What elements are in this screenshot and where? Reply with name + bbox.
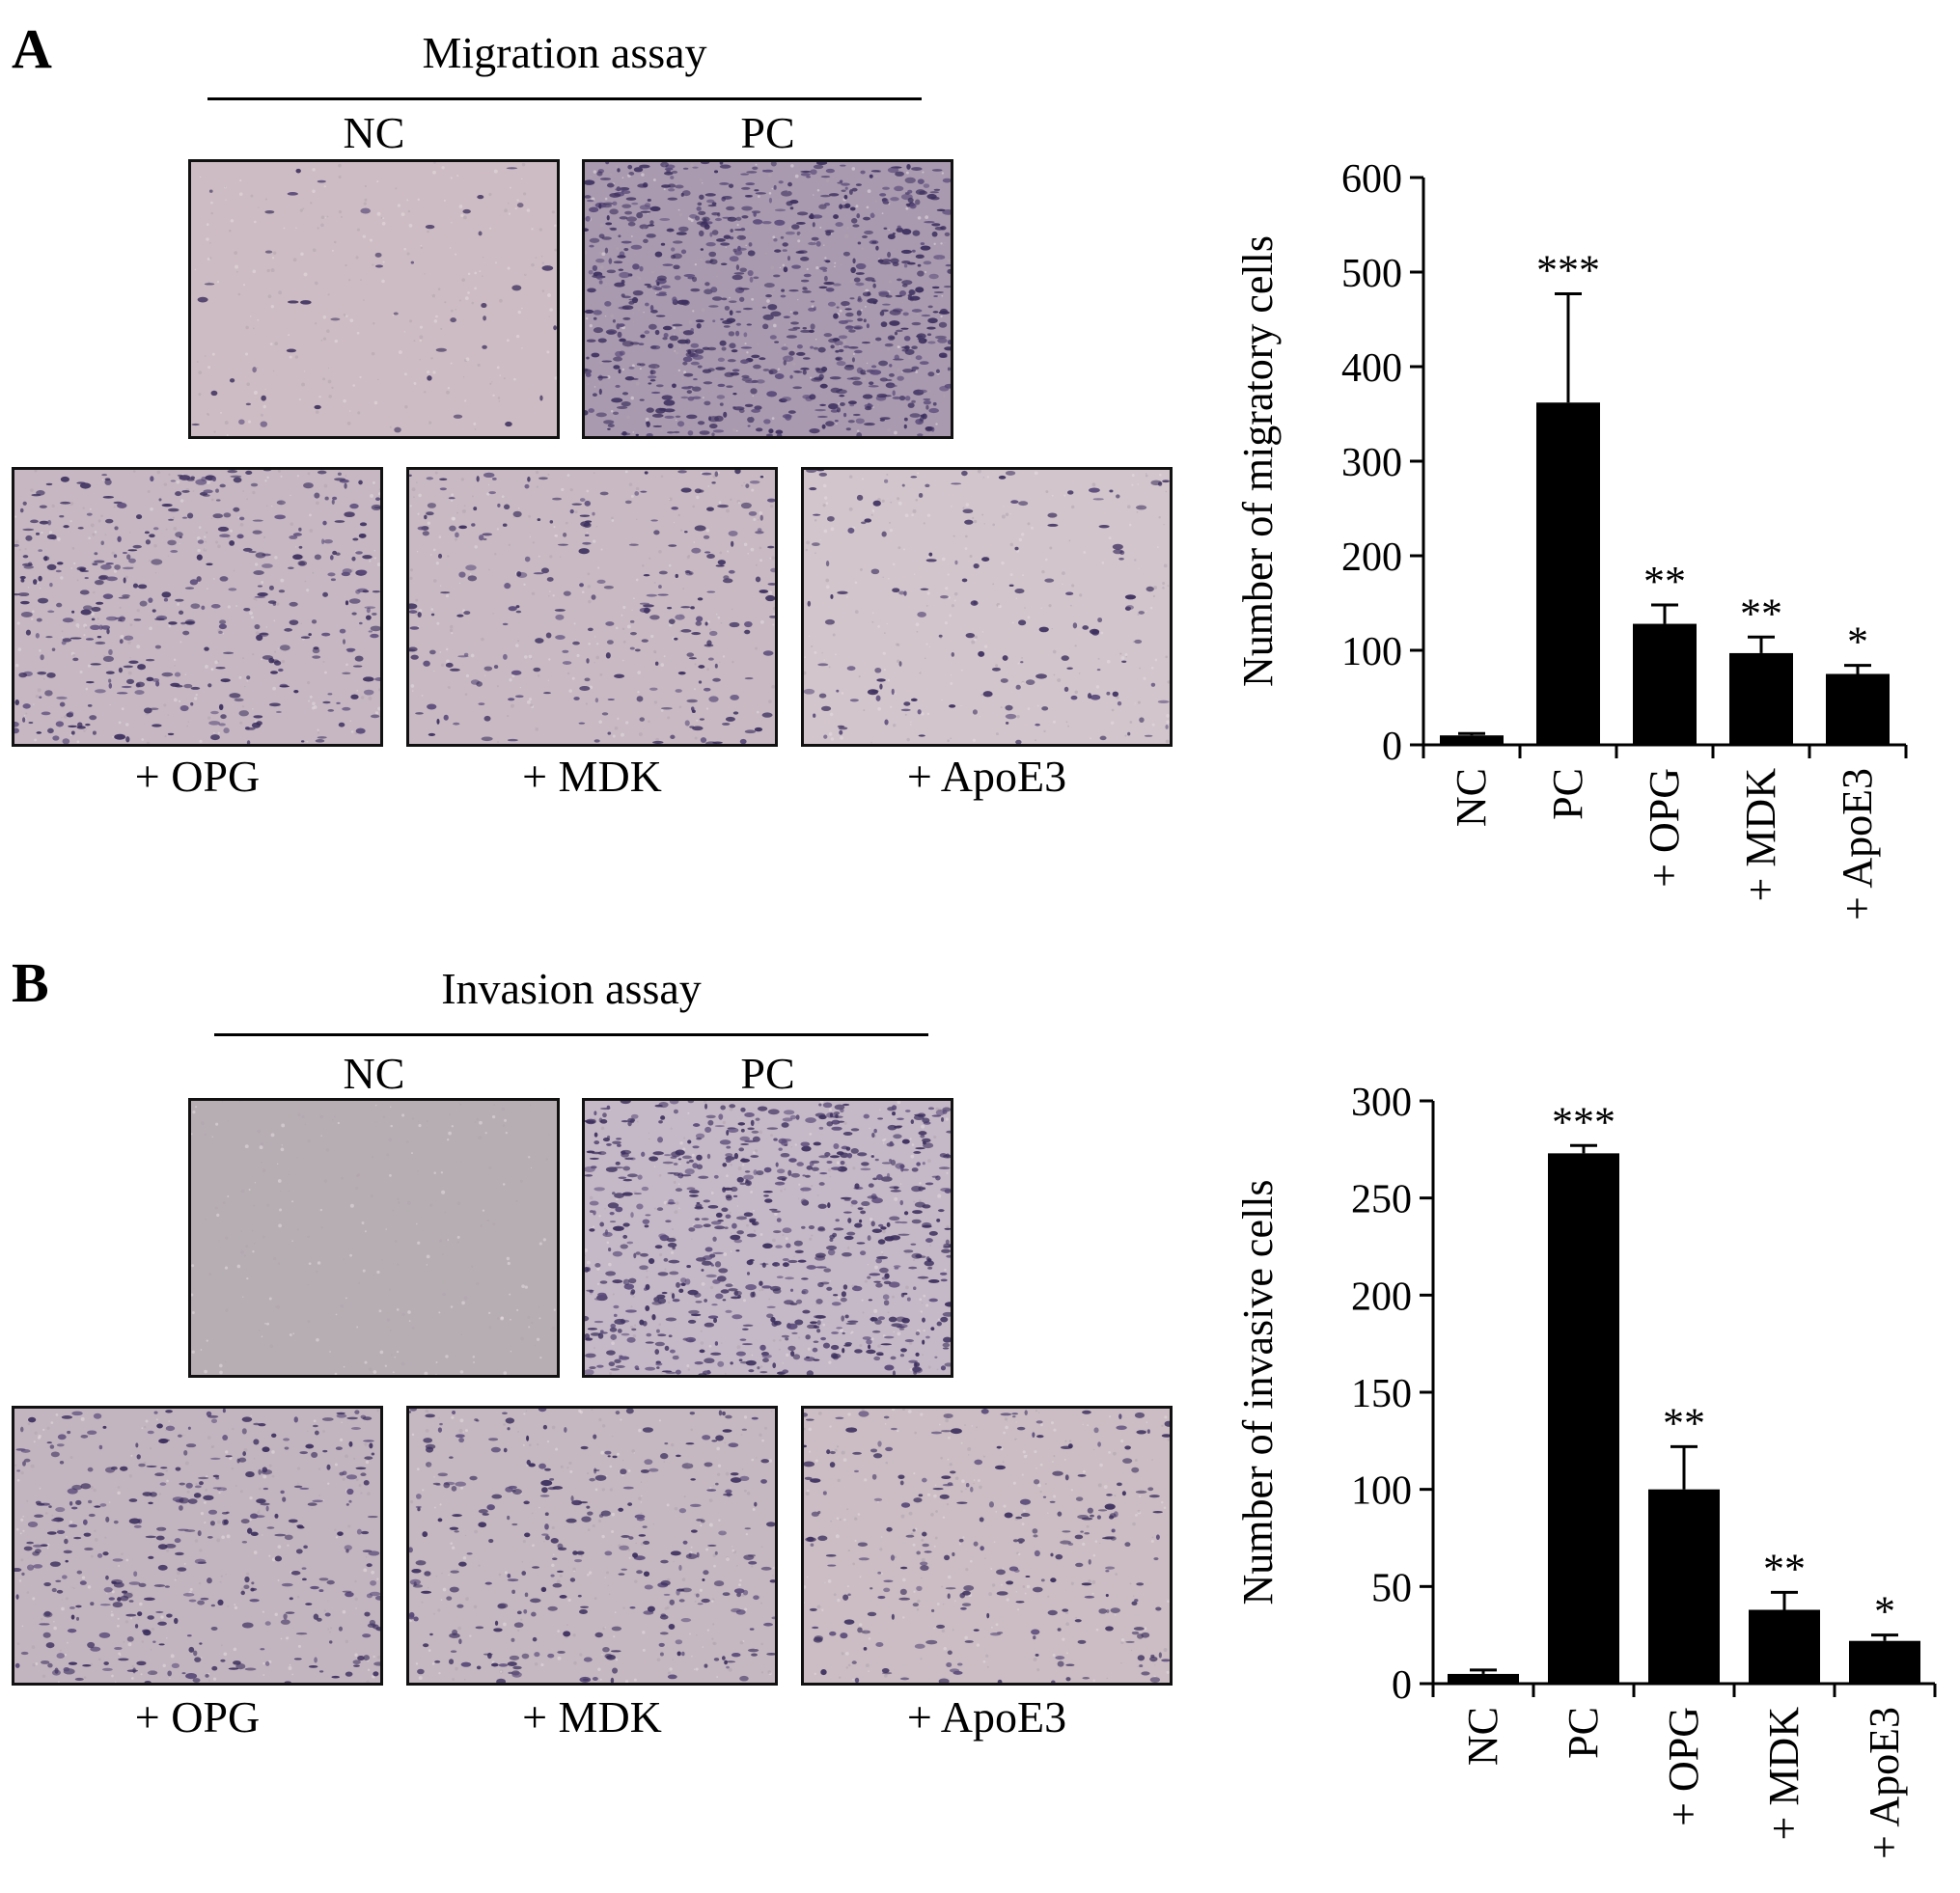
category-label: + OPG — [1641, 768, 1688, 888]
micrograph-apoe3 — [801, 467, 1173, 747]
bar — [1548, 1153, 1619, 1684]
label-mdk: + MDK — [522, 752, 662, 801]
category-label: + OPG — [1660, 1707, 1707, 1826]
micrograph-texture — [585, 162, 951, 436]
y-tick-label: 300 — [1351, 1081, 1412, 1125]
micrograph-texture — [14, 470, 380, 744]
significance-label: ** — [1763, 1545, 1806, 1592]
significance-label: ** — [1663, 1399, 1705, 1446]
category-label: + ApoE3 — [1861, 1707, 1908, 1859]
bar — [1536, 402, 1600, 745]
micrograph-texture — [804, 470, 1170, 744]
micrograph-texture — [804, 1409, 1170, 1683]
membrane-texture — [409, 470, 775, 743]
micrograph-mdk — [406, 467, 778, 747]
stained-cells — [804, 1409, 1170, 1683]
membrane-texture — [194, 162, 557, 436]
panel-letter-a: A — [12, 17, 52, 80]
micrograph-texture — [191, 162, 557, 436]
y-tick-label: 200 — [1341, 535, 1402, 580]
bar — [1648, 1489, 1720, 1684]
y-tick-label: 300 — [1341, 441, 1402, 485]
y-tick-label: 150 — [1351, 1372, 1412, 1416]
micrograph-texture — [14, 1409, 380, 1683]
y-tick-label: 400 — [1341, 346, 1402, 391]
y-tick-label: 100 — [1341, 630, 1402, 674]
panel-letter-b: B — [12, 951, 49, 1014]
label-apoe3: + ApoE3 — [906, 1692, 1067, 1742]
micrograph-texture — [409, 1409, 775, 1683]
category-label: + MDK — [1737, 768, 1784, 902]
stained-cells — [409, 470, 775, 744]
invasion-bar-chart: 0 50 100 150 200 250 300 NC *** PC ** + OPG ** + MDK *… — [1234, 1081, 1937, 1859]
invasion-assay-title: Invasion assay — [441, 964, 702, 1013]
bar — [1633, 623, 1697, 745]
y-tick-label: 50 — [1371, 1566, 1412, 1610]
significance-label: ** — [1740, 590, 1782, 637]
stained-cells — [191, 167, 557, 433]
category-label: PC — [1560, 1707, 1607, 1759]
bar — [1440, 735, 1504, 745]
significance-label: * — [1874, 1588, 1895, 1635]
label-mdk: + MDK — [522, 1692, 662, 1742]
category-label: PC — [1544, 768, 1591, 820]
significance-label: *** — [1536, 247, 1600, 294]
stained-cells — [804, 470, 1170, 744]
micrograph-texture — [191, 1101, 557, 1375]
label-pc: PC — [740, 1049, 795, 1098]
membrane-texture — [191, 1101, 556, 1375]
category-label: NC — [1459, 1707, 1506, 1766]
bar — [1749, 1609, 1820, 1684]
micrograph-apoe3 — [801, 1406, 1173, 1686]
y-axis-label: Number of migratory cells — [1234, 235, 1282, 687]
micrograph-nc — [188, 159, 560, 439]
migration-assay-title: Migration assay — [422, 28, 707, 77]
label-nc: NC — [343, 1049, 405, 1098]
category-label: NC — [1448, 768, 1495, 827]
significance-label: *** — [1552, 1098, 1615, 1145]
y-tick-label: 200 — [1351, 1275, 1412, 1319]
y-tick-label: 0 — [1392, 1663, 1412, 1708]
micrograph-pc — [582, 159, 953, 439]
significance-label: ** — [1643, 558, 1686, 605]
y-tick-label: 0 — [1382, 725, 1402, 769]
y-axis-label: Number of invasive cells — [1234, 1179, 1282, 1605]
label-pc: PC — [740, 108, 795, 157]
stained-cells — [585, 1101, 951, 1375]
micrograph-pc — [582, 1098, 953, 1378]
micrograph-texture — [585, 1101, 951, 1375]
migration-assay-line — [207, 97, 922, 100]
label-opg: + OPG — [134, 752, 261, 801]
bar — [1729, 652, 1793, 745]
y-tick-label: 250 — [1351, 1178, 1412, 1222]
micrograph-mdk — [406, 1406, 778, 1686]
stained-cells — [409, 1409, 775, 1683]
micrograph-opg — [12, 467, 383, 747]
membrane-texture — [804, 470, 1170, 744]
micrograph-opg — [12, 1406, 383, 1686]
migration-bar-chart: 0 100 200 300 400 500 600 NC *** PC ** + OPG ** + MDK… — [1234, 157, 1908, 920]
y-tick-label: 100 — [1351, 1469, 1412, 1514]
bar — [1448, 1673, 1519, 1684]
category-label: + MDK — [1760, 1707, 1808, 1841]
membrane-texture — [804, 1409, 1170, 1683]
stained-cells — [14, 1409, 380, 1683]
y-tick-label: 600 — [1341, 157, 1402, 202]
y-tick-label: 500 — [1341, 252, 1402, 296]
category-label: + ApoE3 — [1834, 768, 1881, 920]
micrograph-nc — [188, 1098, 560, 1378]
membrane-texture — [14, 1409, 380, 1683]
micrograph-texture — [409, 470, 775, 744]
label-apoe3: + ApoE3 — [906, 752, 1067, 801]
stained-cells — [14, 470, 380, 744]
invasion-assay-line — [214, 1033, 928, 1036]
significance-label: * — [1847, 618, 1868, 666]
bar — [1849, 1640, 1920, 1684]
label-opg: + OPG — [134, 1692, 261, 1742]
stained-cells — [585, 162, 951, 436]
bar — [1826, 673, 1890, 745]
label-nc: NC — [343, 108, 405, 157]
